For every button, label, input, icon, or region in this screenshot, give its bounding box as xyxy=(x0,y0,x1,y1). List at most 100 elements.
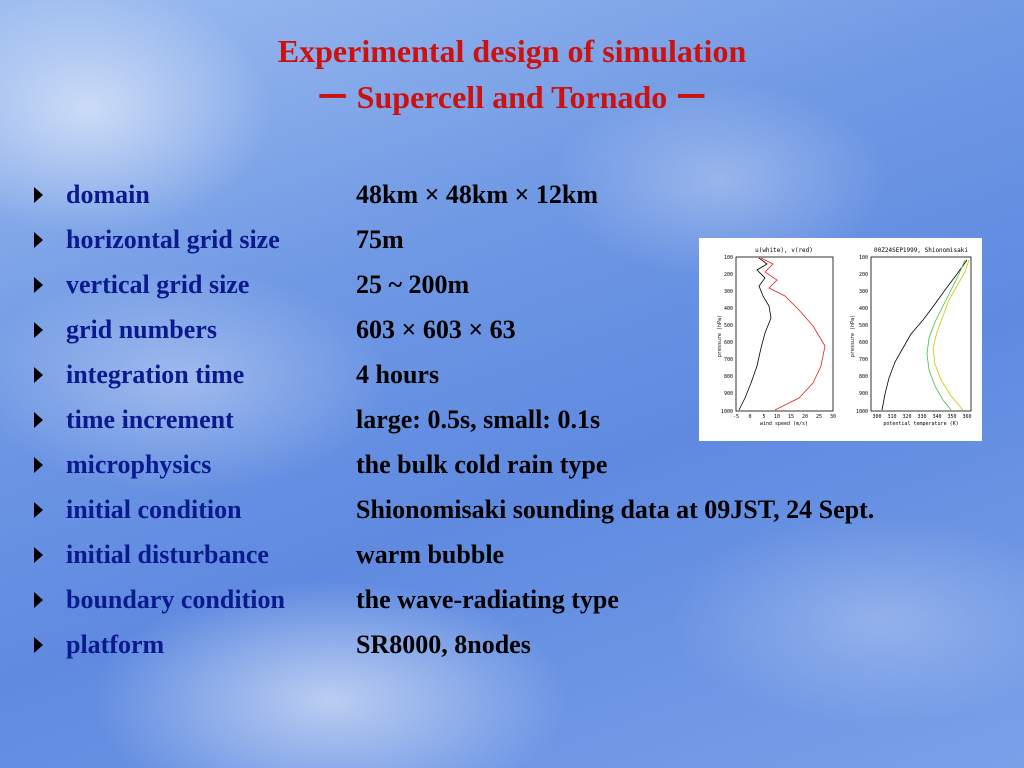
bullet-icon xyxy=(34,322,43,338)
item-label: grid numbers xyxy=(66,315,217,344)
ytick-label: 300 xyxy=(859,289,868,295)
ytick-label: 400 xyxy=(724,306,733,312)
right-plot-frame xyxy=(870,256,972,412)
list-item: integration time 4 hours xyxy=(30,352,1010,397)
bullet-icon xyxy=(34,457,43,473)
bullet-icon xyxy=(34,502,43,518)
xtick-label: 5 xyxy=(762,414,765,420)
item-value: Shionomisaki sounding data at 09JST, 24 … xyxy=(356,495,875,524)
parameter-list: domain 48km × 48km × 12km horizontal grid… xyxy=(30,172,1010,667)
right-plot-title: 00Z24SEP1999, Shionomisaki xyxy=(874,247,968,254)
bullet-icon xyxy=(34,412,43,428)
item-value: 603 × 603 × 63 xyxy=(356,315,516,344)
right-plot-xlabel: potential temperature (K) xyxy=(883,421,958,427)
bullet-icon xyxy=(34,367,43,383)
bullet-icon xyxy=(34,547,43,563)
xtick-label: 310 xyxy=(887,414,896,420)
list-item: grid numbers 603 × 603 × 63 xyxy=(30,307,1010,352)
item-label: initial condition xyxy=(66,495,242,524)
item-label: horizontal grid size xyxy=(66,225,280,254)
ytick-label: 800 xyxy=(724,374,733,380)
left-plot-title: u(white), v(red) xyxy=(755,247,813,254)
item-label: domain xyxy=(66,180,150,209)
right-plot-xticks: 300 310 320 330 340 350 360 xyxy=(872,414,971,420)
right-plot-ylabel: pressure (hPa) xyxy=(850,315,856,357)
left-plot-ylabel: pressure (hPa) xyxy=(717,315,723,357)
theta-profile-plot: 00Z24SEP1999, Shionomisaki pressure (hPa… xyxy=(850,247,972,427)
xtick-label: 10 xyxy=(774,414,780,420)
left-plot-xticks: -5 0 5 10 15 20 25 30 xyxy=(733,414,836,420)
title-line-2: ー Supercell and Tornado ー xyxy=(316,79,708,115)
xtick-label: 0 xyxy=(748,414,751,420)
list-item: platform SR8000, 8nodes xyxy=(30,622,1010,667)
right-plot-yticks: 100 200 300 400 500 600 700 800 900 1000 xyxy=(856,255,868,415)
ytick-label: 900 xyxy=(724,391,733,397)
list-item: time increment large: 0.5s, small: 0.1s xyxy=(30,397,1010,442)
bullet-icon xyxy=(34,232,43,248)
wind-profile-plot: u(white), v(red) pressure (hPa) 100 200 … xyxy=(717,247,836,427)
ytick-label: 500 xyxy=(724,323,733,329)
ytick-label: 1000 xyxy=(856,409,868,415)
list-item: domain 48km × 48km × 12km xyxy=(30,172,1010,217)
item-label: integration time xyxy=(66,360,245,389)
left-plot-yticks: 100 200 300 400 500 600 700 800 900 1000 xyxy=(721,255,733,415)
bullet-icon xyxy=(34,592,43,608)
ytick-label: 500 xyxy=(859,323,868,329)
theta-line xyxy=(881,259,968,411)
ytick-label: 1000 xyxy=(721,409,733,415)
slide-title: Experimental design of simulation ー Supe… xyxy=(0,28,1024,120)
item-value: 25 ~ 200m xyxy=(356,270,470,299)
xtick-label: 300 xyxy=(872,414,881,420)
xtick-label: 350 xyxy=(947,414,956,420)
xtick-label: 30 xyxy=(830,414,836,420)
xtick-label: 15 xyxy=(788,414,794,420)
xtick-label: 340 xyxy=(932,414,941,420)
item-value: large: 0.5s, small: 0.1s xyxy=(356,405,601,434)
item-value: the wave-radiating type xyxy=(356,585,619,614)
list-item: initial condition Shionomisaki sounding d… xyxy=(30,487,1010,532)
item-value: 4 hours xyxy=(356,360,440,389)
item-label: boundary condition xyxy=(66,585,285,614)
bullet-icon xyxy=(34,277,43,293)
ytick-label: 700 xyxy=(859,357,868,363)
item-value: 48km × 48km × 12km xyxy=(356,180,598,209)
title-line-1: Experimental design of simulation xyxy=(277,33,747,69)
bullet-icon xyxy=(34,187,43,203)
list-item: vertical grid size 25 ~ 200m xyxy=(30,262,1010,307)
ytick-label: 400 xyxy=(859,306,868,312)
xtick-label: -5 xyxy=(733,414,739,420)
item-value: SR8000, 8nodes xyxy=(356,630,531,659)
ytick-label: 100 xyxy=(724,255,733,261)
ytick-label: 800 xyxy=(859,374,868,380)
ytick-label: 900 xyxy=(859,391,868,397)
ytick-label: 600 xyxy=(724,340,733,346)
v-wind-line xyxy=(760,257,826,411)
list-item: horizontal grid size 75m xyxy=(30,217,1010,262)
item-value: warm bubble xyxy=(356,540,505,569)
xtick-label: 360 xyxy=(962,414,971,420)
bullet-icon xyxy=(34,637,43,653)
xtick-label: 320 xyxy=(902,414,911,420)
ytick-label: 600 xyxy=(859,340,868,346)
ytick-label: 200 xyxy=(859,272,868,278)
list-item: initial disturbance warm bubble xyxy=(30,532,1010,577)
ytick-label: 700 xyxy=(724,357,733,363)
ytick-label: 200 xyxy=(724,272,733,278)
list-item: microphysics the bulk cold rain type xyxy=(30,442,1010,487)
item-label: time increment xyxy=(66,405,234,434)
item-label: vertical grid size xyxy=(66,270,250,299)
xtick-label: 25 xyxy=(816,414,822,420)
xtick-label: 330 xyxy=(917,414,926,420)
sounding-plots: u(white), v(red) pressure (hPa) 100 200 … xyxy=(717,247,972,427)
item-label: platform xyxy=(66,630,165,659)
item-value: 75m xyxy=(356,225,404,254)
u-wind-line xyxy=(738,257,772,411)
theta-es-line xyxy=(926,259,966,411)
theta-e-line xyxy=(932,259,970,411)
left-plot-xlabel: wind speed (m/s) xyxy=(760,421,808,427)
item-label: initial disturbance xyxy=(66,540,269,569)
item-label: microphysics xyxy=(66,450,212,479)
sounding-figure: u(white), v(red) pressure (hPa) 100 200 … xyxy=(699,238,982,441)
item-value: the bulk cold rain type xyxy=(356,450,608,479)
ytick-label: 300 xyxy=(724,289,733,295)
